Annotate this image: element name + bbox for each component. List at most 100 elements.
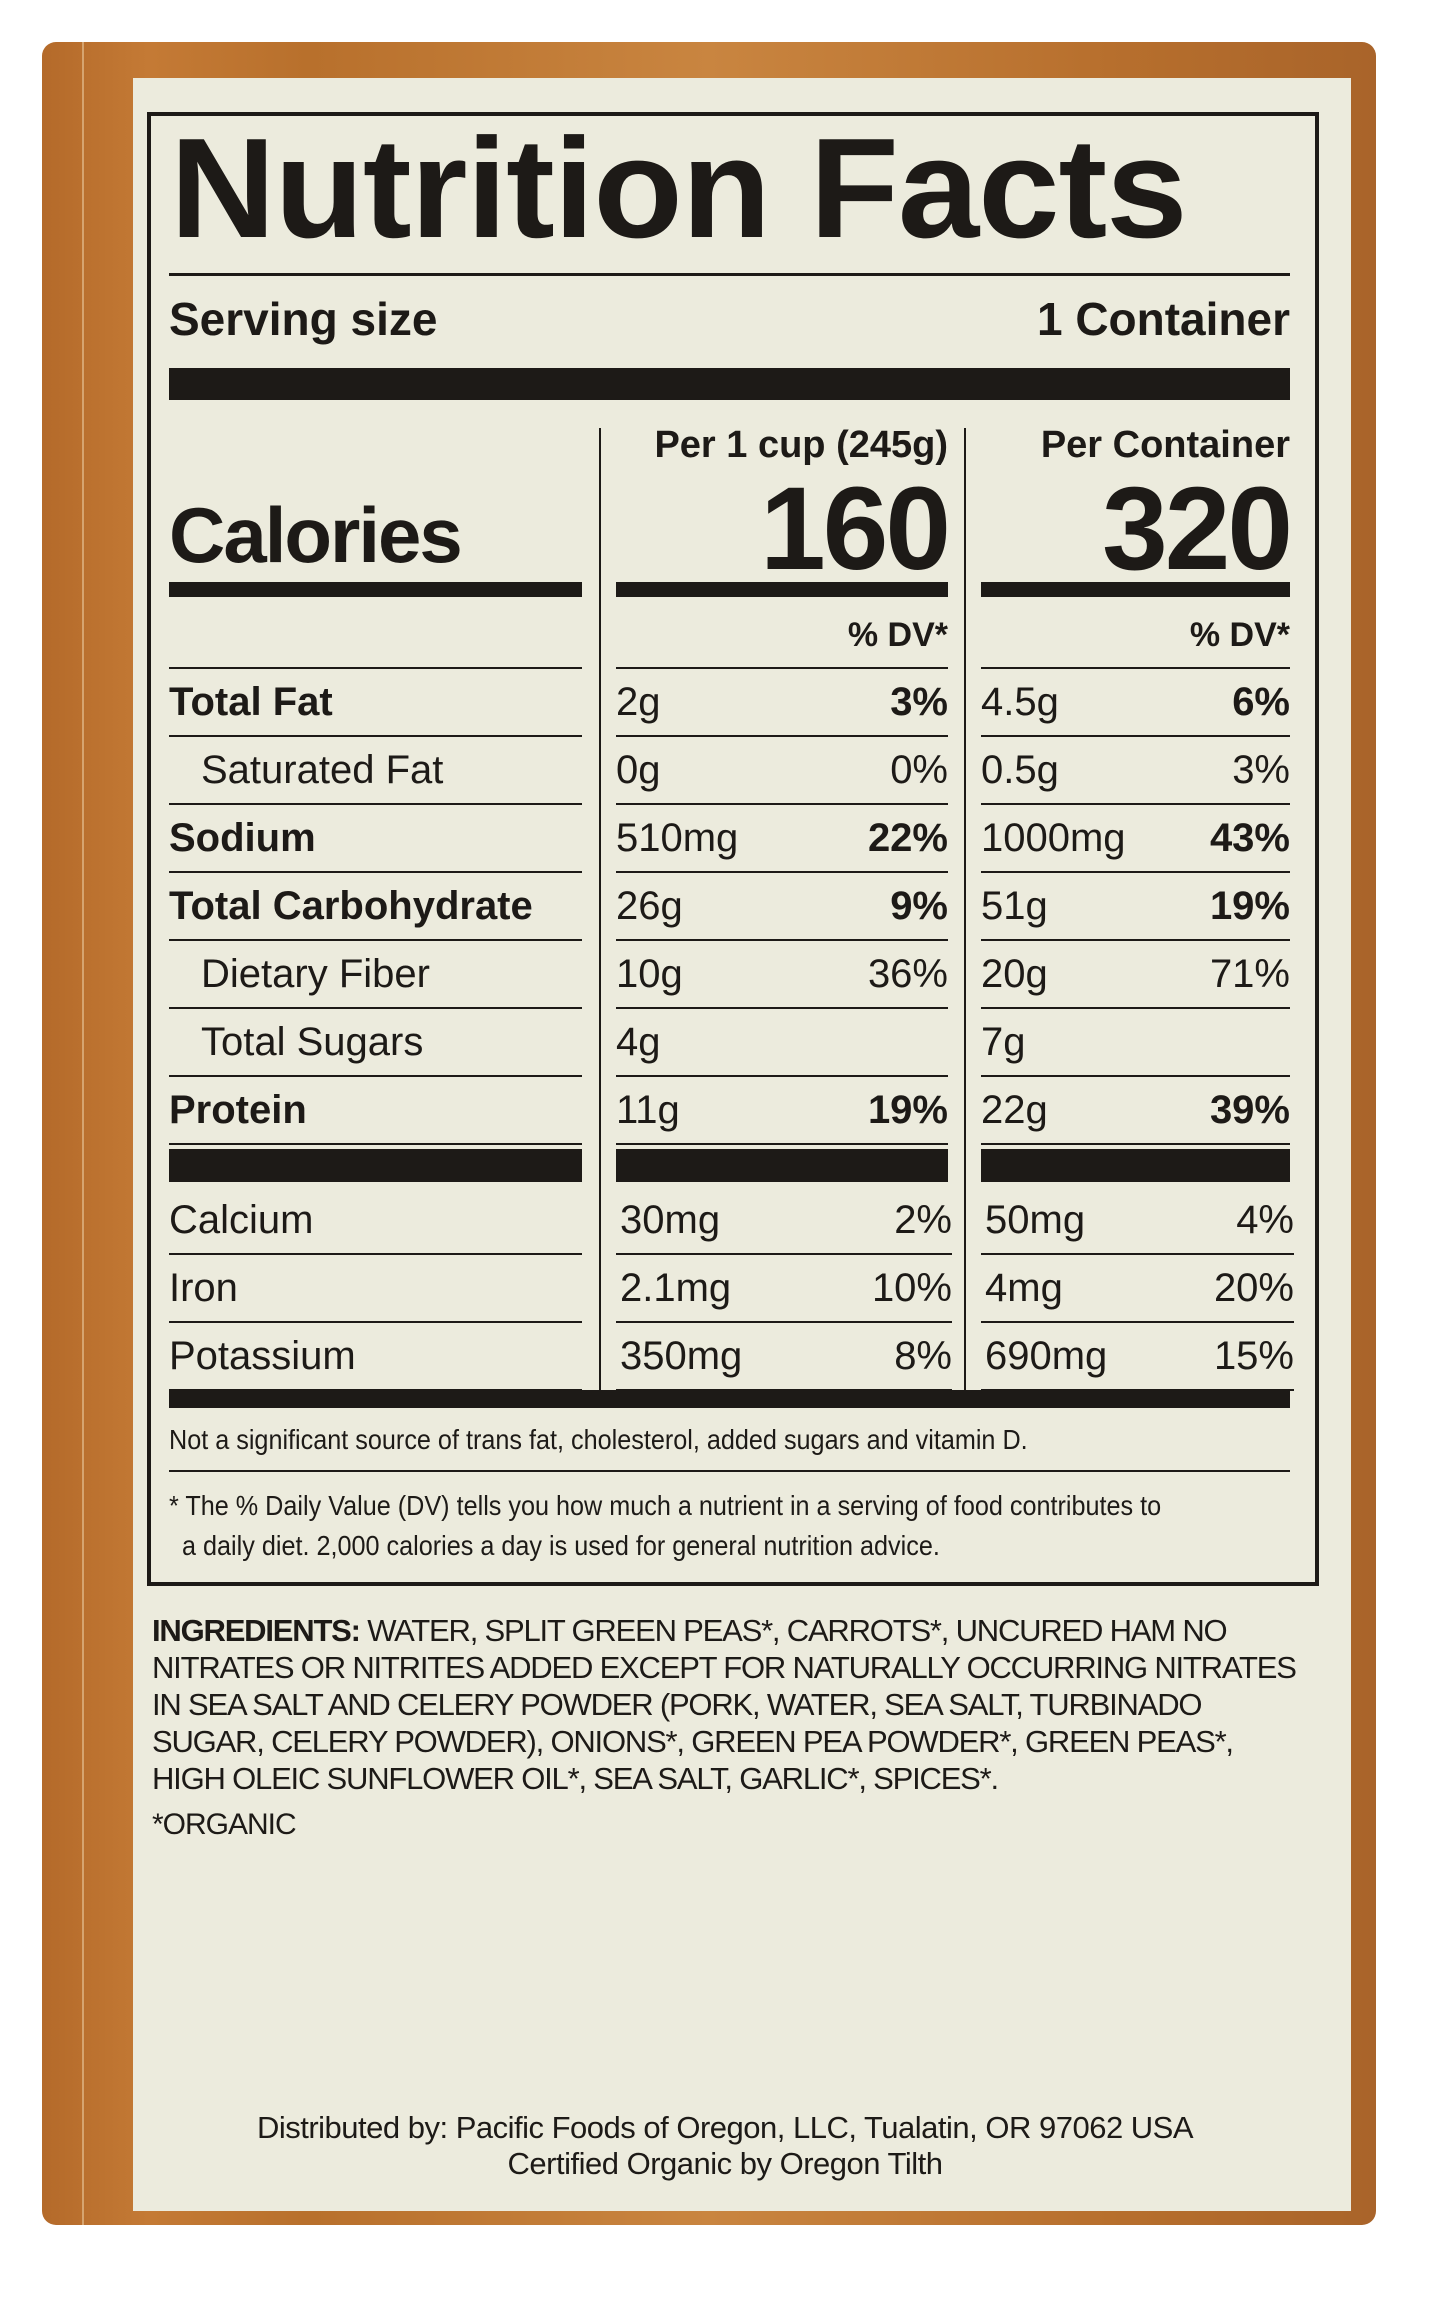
serving-size-label: Serving size [169,293,438,345]
amount: 2.1mg [620,1265,732,1310]
thick-divider [169,1390,1290,1408]
amount: 510mg [616,815,739,860]
ingredients: INGREDIENTS: WATER, SPLIT GREEN PEAS*, C… [152,1612,1312,1797]
footnote-daily-value: * The % Daily Value (DV) tells you how m… [169,1490,1162,1521]
ingredients-text: WATER, SPLIT GREEN PEAS*, CARROTS*, UNCU… [152,1613,1297,1796]
amount: 22g [981,1087,1048,1132]
amount: 10g [616,951,683,996]
calories-bar [169,582,582,597]
nutrient-name: Calcium [169,1187,582,1255]
amount: 4g [616,1019,661,1064]
nutrition-facts-panel [147,112,1319,1586]
dv-header: % DV* [1189,616,1290,654]
per-cup-cell: 30mg 2% [616,1187,952,1255]
per-container-cell: 1000mg 43% [981,805,1290,873]
nutrient-row: Protein 11g 19% 22g 39% [169,1077,1290,1145]
ingredients-section: INGREDIENTS: WATER, SPLIT GREEN PEAS*, C… [152,1612,1312,1843]
dv-header: % DV* [847,616,948,654]
ingredients-label: INGREDIENTS: [152,1613,361,1648]
calories-label: Calories [169,491,463,579]
amount: 2g [616,679,661,724]
per-container-cell: 22g 39% [981,1077,1290,1145]
daily-value-percent: 15% [1213,1333,1294,1378]
calories-per-cup: 160 [760,463,951,595]
daily-value-percent: 10% [871,1265,952,1310]
nutrient-name: Total Fat [169,669,582,737]
per-cup-cell: 510mg 22% [616,805,948,873]
nutrient-row: Iron 2.1mg 10% 4mg 20% [169,1255,1294,1323]
nutrient-row: Calcium 30mg 2% 50mg 4% [169,1187,1294,1255]
thick-divider [169,368,1290,400]
column-header-per-cup: Per 1 cup (245g) [654,424,948,466]
column-divider [964,428,966,1390]
daily-value-percent: 36% [867,951,948,996]
divider [981,667,1290,669]
nutrient-row: Total Fat 2g 3% 4.5g 6% [169,669,1290,737]
nutrient-row: Total Carbohydrate 26g 9% 51g 19% [169,873,1290,941]
amount: 11g [616,1087,680,1132]
panel-title: Nutrition Facts [170,109,1188,268]
nutrient-row: Potassium 350mg 8% 690mg 15% [169,1323,1294,1391]
calories-per-container: 320 [1102,463,1293,595]
divider [616,667,948,669]
thick-divider [981,1149,1290,1182]
per-cup-cell: 0g 0% [616,737,948,805]
amount: 50mg [985,1197,1086,1242]
nutrient-name: Protein [169,1077,582,1145]
daily-value-percent: 4% [1236,1197,1294,1242]
certification: Certified Organic by Oregon Tilth [507,2146,943,2181]
footnote-trans-fat: Not a significant source of trans fat, c… [169,1424,1028,1455]
daily-value-percent: 22% [867,815,948,860]
daily-value-percent: 9% [890,883,948,928]
column-divider [599,428,601,1390]
daily-value-percent: 43% [1209,815,1290,860]
per-cup-cell: 26g 9% [616,873,948,941]
per-cup-cell: 4g [616,1009,948,1077]
nutrient-name: Dietary Fiber [169,941,582,1009]
footnote-daily-value-cont: a daily diet. 2,000 calories a day is us… [182,1530,940,1561]
amount: 20g [981,951,1048,996]
daily-value-percent: 2% [894,1197,952,1242]
daily-value-percent: 19% [867,1087,948,1132]
per-container-cell: 50mg 4% [981,1187,1294,1255]
daily-value-percent: 3% [1232,747,1290,792]
per-container-cell: 51g 19% [981,873,1290,941]
daily-value-percent: 6% [1232,679,1290,724]
nutrient-name: Potassium [169,1323,582,1391]
column-header-per-container: Per Container [1040,424,1290,466]
amount: 51g [981,883,1048,928]
amount: 4mg [985,1265,1063,1310]
thick-divider [616,1149,948,1182]
per-container-cell: 4mg 20% [981,1255,1294,1323]
divider [169,667,582,669]
nutrient-name: Total Sugars [169,1009,582,1077]
daily-value-percent: 8% [894,1333,952,1378]
nutrient-name: Sodium [169,805,582,873]
per-cup-cell: 10g 36% [616,941,948,1009]
nutrient-name: Saturated Fat [169,737,582,805]
nutrient-name: Total Carbohydrate [169,873,582,941]
amount: 350mg [620,1333,743,1378]
distributor: Distributed by: Pacific Foods of Oregon,… [256,2110,1194,2145]
per-cup-cell: 2g 3% [616,669,948,737]
nutrient-row: Saturated Fat 0g 0% 0.5g 3% [169,737,1290,805]
nutrient-row: Total Sugars 4g 7g [169,1009,1290,1077]
per-cup-cell: 11g 19% [616,1077,948,1145]
amount: 26g [616,883,683,928]
daily-value-percent: 19% [1209,883,1290,928]
daily-value-percent: 39% [1209,1087,1290,1132]
amount: 7g [981,1019,1026,1064]
per-container-cell: 0.5g 3% [981,737,1290,805]
divider [169,1470,1290,1472]
per-cup-cell: 2.1mg 10% [616,1255,952,1323]
serving-size-value: 1 Container [1036,293,1290,345]
amount: 690mg [985,1333,1108,1378]
per-cup-cell: 350mg 8% [616,1323,952,1391]
amount: 0.5g [981,747,1059,792]
daily-value-percent: 0% [890,747,948,792]
per-container-cell: 7g [981,1009,1290,1077]
daily-value-percent: 3% [890,679,948,724]
divider [169,273,1290,276]
calories-bar [981,582,1290,597]
daily-value-percent: 20% [1213,1265,1294,1310]
